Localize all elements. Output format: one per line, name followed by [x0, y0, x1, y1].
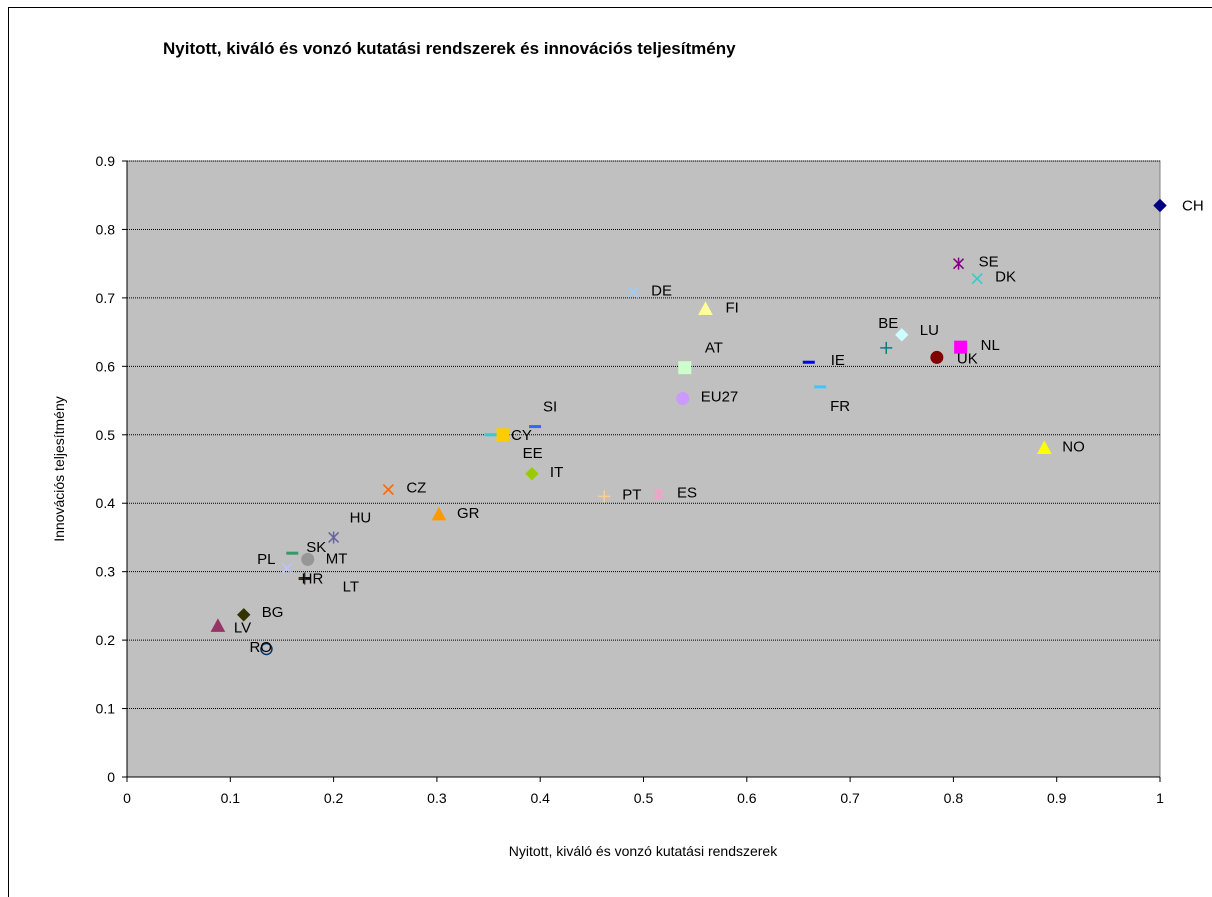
point-hu: [328, 531, 340, 544]
label-ro: RO: [249, 639, 272, 656]
x-tick-label: 0: [123, 790, 131, 806]
point-mt: [301, 552, 315, 566]
point-at: [678, 361, 692, 375]
label-si: SI: [543, 399, 557, 416]
label-pl: PL: [257, 551, 275, 568]
point-ch: [1153, 198, 1167, 213]
data-points: [210, 198, 1167, 656]
y-axis-title: Innovációs teljesítmény: [51, 396, 67, 542]
y-tick-label: 0.7: [96, 290, 116, 306]
label-at: AT: [705, 340, 723, 357]
x-tick-label: 1: [1156, 790, 1164, 806]
label-fr: FR: [830, 398, 850, 415]
label-ch: CH: [1182, 197, 1204, 214]
y-tick-label: 0.8: [96, 221, 116, 237]
y-tick-label: 0: [107, 769, 115, 785]
point-cy: [496, 428, 510, 442]
x-tick-label: 0.6: [737, 790, 757, 806]
label-ee: EE: [523, 445, 543, 462]
x-tick-label: 0.8: [944, 790, 964, 806]
y-tick-label: 0.3: [96, 564, 116, 580]
point-lt: [298, 572, 311, 585]
point-eu27: [676, 392, 690, 406]
point-lu: [895, 328, 909, 342]
point-de: [627, 286, 639, 298]
label-cy: CY: [511, 427, 532, 444]
x-tick-label: 0.3: [427, 790, 447, 806]
point-fi: [698, 301, 713, 316]
label-cz: CZ: [406, 480, 426, 497]
x-tick-label: 0.4: [530, 790, 550, 806]
point-fr: [814, 385, 827, 389]
label-dk: DK: [995, 269, 1016, 286]
point-se: [953, 257, 965, 270]
label-hr: HR: [302, 571, 324, 588]
point-be: [880, 341, 893, 354]
x-tick-label: 0.5: [634, 790, 654, 806]
label-be: BE: [878, 315, 898, 332]
label-lv: LV: [234, 619, 251, 636]
point-ie: [802, 360, 815, 364]
point-lv: [210, 618, 226, 632]
x-tick-label: 0.9: [1047, 790, 1067, 806]
point-es: [653, 488, 665, 501]
point-it: [525, 467, 539, 481]
label-uk: UK: [957, 350, 978, 367]
label-se: SE: [979, 254, 999, 271]
x-tick-label: 0.1: [221, 790, 241, 806]
x-tick-label: 0.2: [324, 790, 344, 806]
axes: 0 0.1 0.2 0.3 0.4 0.5 0.6 0.7 0.8 0.9 0 0.1 0.2 0.3 0.…: [96, 153, 1165, 806]
point-uk: [930, 350, 944, 364]
x-tick-label: 0.7: [840, 790, 860, 806]
label-ie: IE: [831, 352, 845, 369]
point-no: [1036, 440, 1052, 454]
y-tick-label: 0.6: [96, 358, 116, 374]
point-gr: [431, 506, 447, 521]
point-bg: [237, 608, 251, 622]
y-tick-label: 0.9: [96, 153, 116, 169]
label-es: ES: [677, 484, 697, 501]
y-tick-label: 0.2: [96, 632, 116, 648]
y-tick-label: 0.1: [96, 701, 116, 717]
x-axis-title: Nyitott, kiváló és vonzó kutatási rendsz…: [509, 843, 778, 859]
point-si: [529, 425, 542, 429]
label-sk: SK: [306, 539, 326, 556]
label-it: IT: [550, 464, 563, 481]
label-pt: PT: [622, 486, 641, 503]
label-de: DE: [651, 282, 672, 299]
point-ro: [260, 642, 273, 656]
label-gr: GR: [457, 505, 480, 522]
plot-area: [126, 160, 1161, 778]
point-nl: [954, 340, 968, 354]
grid-lines: [127, 160, 1160, 710]
label-nl: NL: [981, 337, 1000, 354]
label-no: NO: [1062, 438, 1085, 455]
point-sk: [286, 551, 299, 555]
y-tick-label: 0.4: [96, 495, 116, 511]
chart-title: Nyitott, kiváló és vonzó kutatási rendsz…: [163, 39, 736, 58]
label-mt: MT: [326, 550, 348, 567]
point-pl: [281, 562, 293, 574]
point-pt: [598, 490, 611, 503]
label-eu27: EU27: [701, 389, 739, 406]
y-tick-label: 0.5: [96, 427, 116, 443]
label-bg: BG: [262, 604, 284, 621]
label-lt: LT: [343, 579, 359, 596]
point-ee: [484, 433, 497, 437]
point-dk: [971, 273, 983, 285]
label-fi: FI: [725, 300, 738, 317]
label-hu: HU: [350, 509, 372, 526]
point-cz: [382, 483, 394, 496]
label-lu: LU: [920, 322, 939, 339]
